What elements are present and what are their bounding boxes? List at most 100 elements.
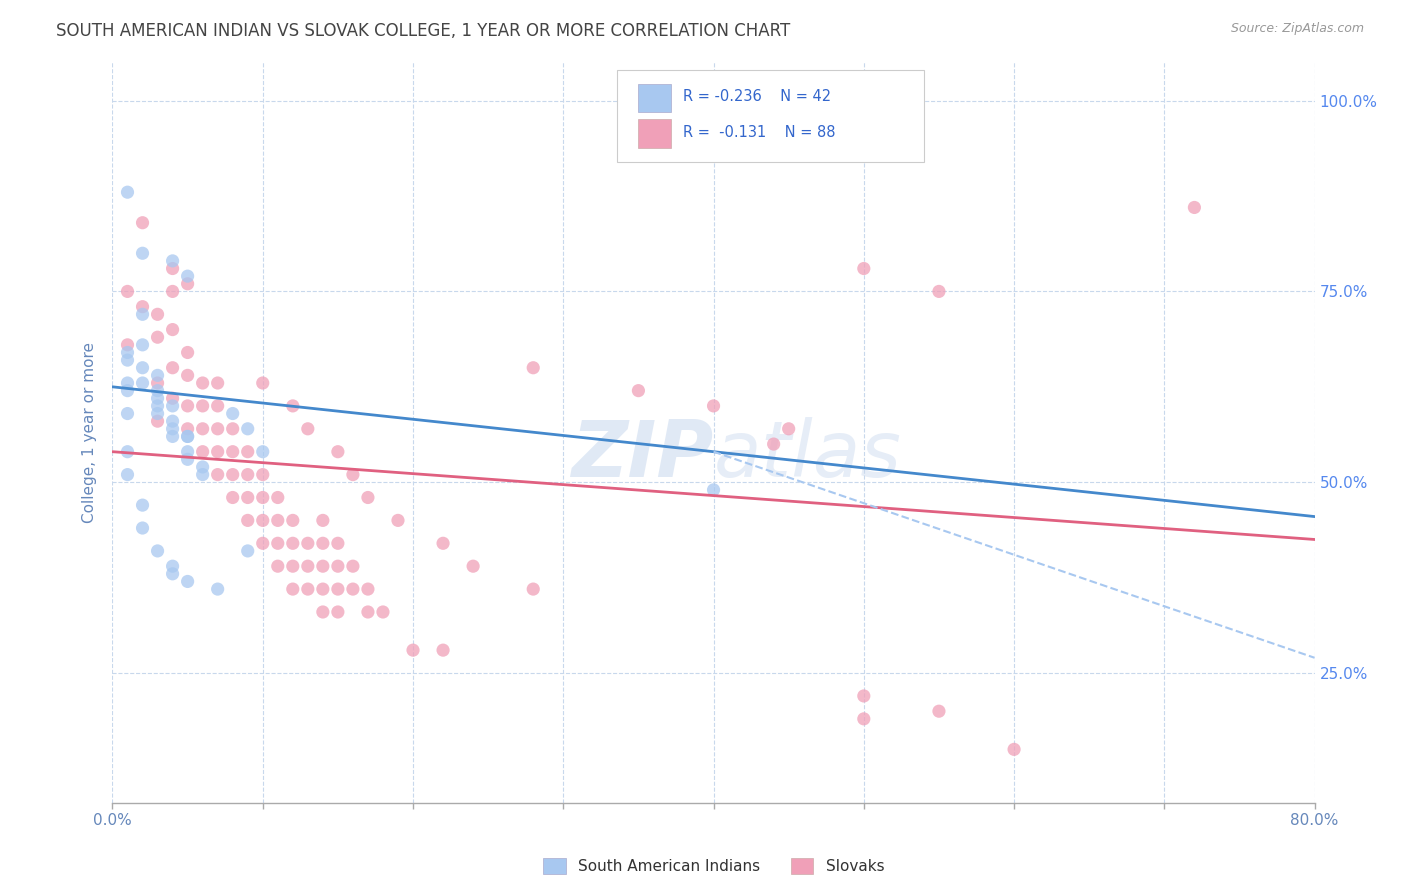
Point: [252, 491, 274, 505]
Point: [162, 422, 184, 436]
Point: [131, 307, 153, 321]
Point: [146, 391, 169, 405]
Point: [312, 536, 335, 550]
Point: [191, 399, 214, 413]
Point: [312, 559, 335, 574]
FancyBboxPatch shape: [638, 84, 672, 112]
Point: [297, 559, 319, 574]
Point: [207, 399, 229, 413]
Point: [852, 689, 875, 703]
Point: [326, 559, 349, 574]
Point: [297, 422, 319, 436]
Point: [162, 322, 184, 336]
Point: [252, 513, 274, 527]
Point: [236, 467, 259, 482]
Point: [117, 338, 139, 352]
Point: [146, 399, 169, 413]
Point: [522, 582, 544, 596]
Point: [342, 467, 364, 482]
Point: [267, 491, 290, 505]
Point: [762, 437, 785, 451]
Legend: South American Indians, Slovaks: South American Indians, Slovaks: [537, 852, 890, 880]
Point: [146, 544, 169, 558]
Point: [176, 452, 198, 467]
Point: [162, 261, 184, 276]
Point: [117, 407, 139, 421]
Point: [176, 368, 198, 383]
Point: [627, 384, 650, 398]
Point: [236, 513, 259, 527]
Point: [252, 536, 274, 550]
Point: [207, 422, 229, 436]
Point: [162, 566, 184, 581]
Point: [312, 513, 335, 527]
Point: [176, 345, 198, 359]
Point: [207, 376, 229, 390]
Point: [312, 605, 335, 619]
Point: [928, 704, 950, 718]
Point: [252, 467, 274, 482]
Point: [1002, 742, 1025, 756]
FancyBboxPatch shape: [617, 70, 924, 162]
Point: [146, 384, 169, 398]
Point: [191, 467, 214, 482]
Point: [297, 582, 319, 596]
Point: [852, 712, 875, 726]
Point: [222, 491, 245, 505]
Point: [461, 559, 484, 574]
Point: [267, 559, 290, 574]
Point: [162, 429, 184, 443]
Point: [312, 582, 335, 596]
Point: [176, 422, 198, 436]
Point: [281, 399, 304, 413]
Point: [117, 345, 139, 359]
Point: [236, 422, 259, 436]
Point: [146, 368, 169, 383]
Text: R =  -0.131    N = 88: R = -0.131 N = 88: [683, 125, 837, 139]
Point: [252, 376, 274, 390]
Point: [131, 216, 153, 230]
Point: [146, 414, 169, 428]
Point: [117, 185, 139, 199]
Point: [146, 307, 169, 321]
Point: [222, 444, 245, 458]
Point: [252, 444, 274, 458]
Point: [236, 544, 259, 558]
Point: [702, 483, 725, 497]
Point: [387, 513, 409, 527]
Point: [117, 467, 139, 482]
Point: [162, 285, 184, 299]
Point: [702, 399, 725, 413]
Point: [131, 360, 153, 375]
Point: [176, 399, 198, 413]
Text: atlas: atlas: [713, 417, 901, 493]
Point: [371, 605, 394, 619]
Point: [162, 391, 184, 405]
Point: [402, 643, 425, 657]
Point: [117, 384, 139, 398]
Point: [326, 444, 349, 458]
Point: [207, 582, 229, 596]
Point: [357, 491, 380, 505]
Point: [267, 536, 290, 550]
Text: Source: ZipAtlas.com: Source: ZipAtlas.com: [1230, 22, 1364, 36]
Point: [131, 246, 153, 260]
Point: [522, 360, 544, 375]
Point: [236, 491, 259, 505]
Point: [326, 605, 349, 619]
Point: [432, 536, 454, 550]
Text: R = -0.236    N = 42: R = -0.236 N = 42: [683, 89, 831, 104]
Point: [928, 285, 950, 299]
Point: [281, 582, 304, 596]
Point: [236, 444, 259, 458]
Point: [191, 376, 214, 390]
Point: [162, 399, 184, 413]
Point: [326, 536, 349, 550]
Point: [342, 559, 364, 574]
Point: [176, 574, 198, 589]
Point: [191, 460, 214, 475]
Point: [131, 300, 153, 314]
Point: [222, 467, 245, 482]
Point: [146, 330, 169, 344]
Point: [162, 360, 184, 375]
